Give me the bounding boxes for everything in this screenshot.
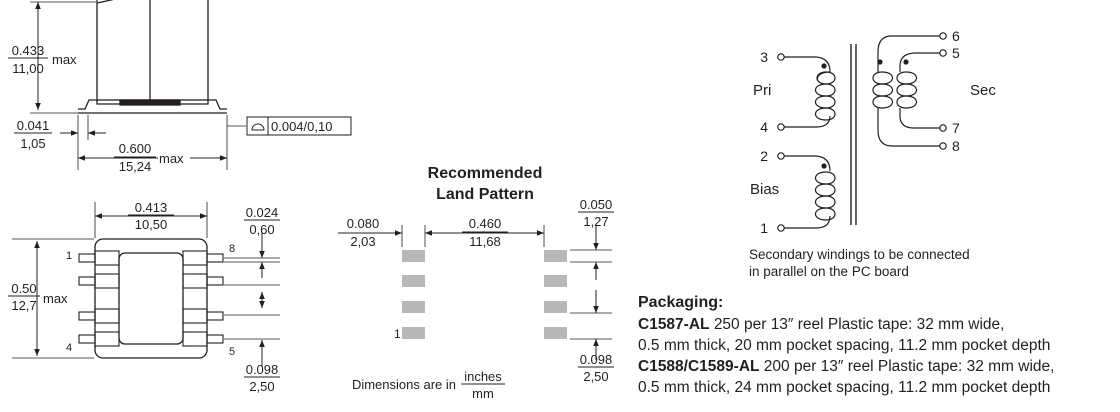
pin-6-label: 6 — [952, 28, 960, 44]
lp-pin1-label: 1 — [394, 327, 401, 341]
pri-label: Pri — [753, 82, 771, 99]
schematic — [777, 32, 947, 232]
height-max-text: max — [52, 52, 77, 67]
pitch-in-text: 0.098 — [246, 362, 279, 377]
pin-2-label: 2 — [760, 148, 768, 164]
packaging-section: Packaging: C1587-AL 250 per 13″ reel Pla… — [638, 292, 1116, 398]
packaging-line2: 0.5 mm thick, 24 mm pocket spacing, 11.2… — [638, 379, 1051, 396]
pin-1-label: 1 — [760, 220, 768, 236]
lp-pitch-in-text: 0.098 — [580, 352, 613, 367]
pin-5-label: 5 — [952, 45, 960, 61]
primary-winding — [777, 53, 836, 131]
units-mm-text: mm — [472, 386, 494, 401]
pin-3-label: 3 — [760, 49, 768, 65]
pin-label-8: 8 — [229, 243, 235, 255]
pin-label-1: 1 — [66, 250, 72, 262]
overall-width-mm-text: 12,7 — [11, 298, 36, 313]
packaging-line2: 0.5 mm thick, 20 mm pocket spacing, 11.2… — [638, 337, 1051, 354]
sec-label: Sec — [970, 82, 996, 99]
secondary-winding-a — [872, 32, 947, 150]
height-mm-text: 11,00 — [12, 61, 44, 76]
top-body-outline — [94, 238, 208, 359]
secondary-dot-a — [877, 59, 883, 65]
flatness-symbol-icon — [251, 123, 265, 131]
pad-width-mm-text: 2,03 — [350, 234, 375, 249]
pin-4-label: 4 — [760, 119, 768, 135]
height-in-text: 0.433 — [12, 43, 45, 58]
secondary-winding-b — [896, 49, 947, 132]
pin-label-4: 4 — [66, 342, 72, 354]
side-view — [8, 0, 352, 170]
length-mm-text: 15,24 — [119, 159, 152, 174]
overall-width-in-text: 0.50 — [11, 281, 36, 296]
overall-width-max-text: max — [43, 291, 68, 306]
top-body-window — [118, 252, 184, 345]
packaging-heading: Packaging: — [638, 294, 724, 311]
base-standoff — [119, 99, 181, 106]
pin-7-label: 7 — [952, 120, 960, 136]
lead-pitch-mm-text: 0,60 — [249, 222, 274, 237]
land-pattern: Recommended Land Pattern — [338, 165, 614, 401]
bias-dot — [821, 163, 827, 169]
packaging-part: C1587-AL — [638, 316, 710, 333]
units-prefix-text: Dimensions are in — [352, 377, 456, 392]
lp-pitch-mm-text: 2,50 — [583, 369, 608, 384]
left-leads — [78, 250, 120, 347]
standoff-mm-text: 1,05 — [20, 136, 45, 151]
coplanarity-value-text: 0.004/0,10 — [271, 119, 332, 134]
pin-8-label: 8 — [952, 138, 960, 154]
bias-winding — [777, 152, 836, 232]
pad-height-mm-text: 1,27 — [583, 214, 608, 229]
packaging-part: C1588/C1589-AL — [638, 358, 760, 375]
schematic-note-line2: in parallel on the PC board — [749, 264, 909, 279]
standoff-in-text: 0.041 — [17, 118, 50, 133]
right-leads — [182, 250, 224, 347]
primary-dot — [821, 63, 827, 69]
body-width-in-text: 0.413 — [135, 200, 168, 215]
pads-left — [402, 250, 425, 339]
side-view-text: 0.433 11,00 max 0.041 1,05 0.600 15,24 m… — [12, 43, 333, 174]
pads-right — [544, 250, 567, 339]
length-max-text: max — [159, 151, 184, 166]
body-width-mm-text: 10,50 — [135, 217, 168, 232]
land-pattern-title-2: Land Pattern — [436, 186, 534, 203]
units-inches-text: inches — [464, 369, 502, 384]
coplanarity-frame — [246, 116, 352, 136]
pitch-mm-text: 2,50 — [249, 379, 274, 394]
pad-height-in-text: 0.050 — [580, 197, 613, 212]
component-body — [96, 0, 209, 101]
pin-label-5: 5 — [229, 346, 235, 358]
packaging-item: C1588/C1589-AL 200 per 13″ reel Plastic … — [638, 356, 1116, 377]
land-pattern-title-1: Recommended — [428, 165, 543, 182]
packaging-line1: 250 per 13″ reel Plastic tape: 32 mm wid… — [713, 316, 1005, 333]
bias-label: Bias — [750, 181, 779, 198]
schematic-note-line1: Secondary windings to be connected — [749, 247, 970, 262]
schematic-text: 3 4 2 1 6 5 7 8 Pri Sec Bias Secondary w… — [749, 28, 996, 279]
top-view — [8, 202, 280, 378]
pad-width-in-text: 0.080 — [347, 216, 380, 231]
packaging-line1: 200 per 13″ reel Plastic tape: 32 mm wid… — [763, 358, 1055, 375]
packaging-item: C1587-AL 250 per 13″ reel Plastic tape: … — [638, 314, 1116, 335]
length-in-text: 0.600 — [119, 141, 152, 156]
lead-pitch-in-text: 0.024 — [246, 205, 279, 220]
gap-in-text: 0.460 — [469, 216, 502, 231]
body-top-chamfer — [96, 0, 114, 4]
gap-mm-text: 11,68 — [469, 234, 501, 249]
secondary-dot-b — [903, 59, 909, 65]
top-view-text: 0.413 10,50 0.024 0,60 0.50 12,7 max 0.0… — [11, 200, 278, 394]
